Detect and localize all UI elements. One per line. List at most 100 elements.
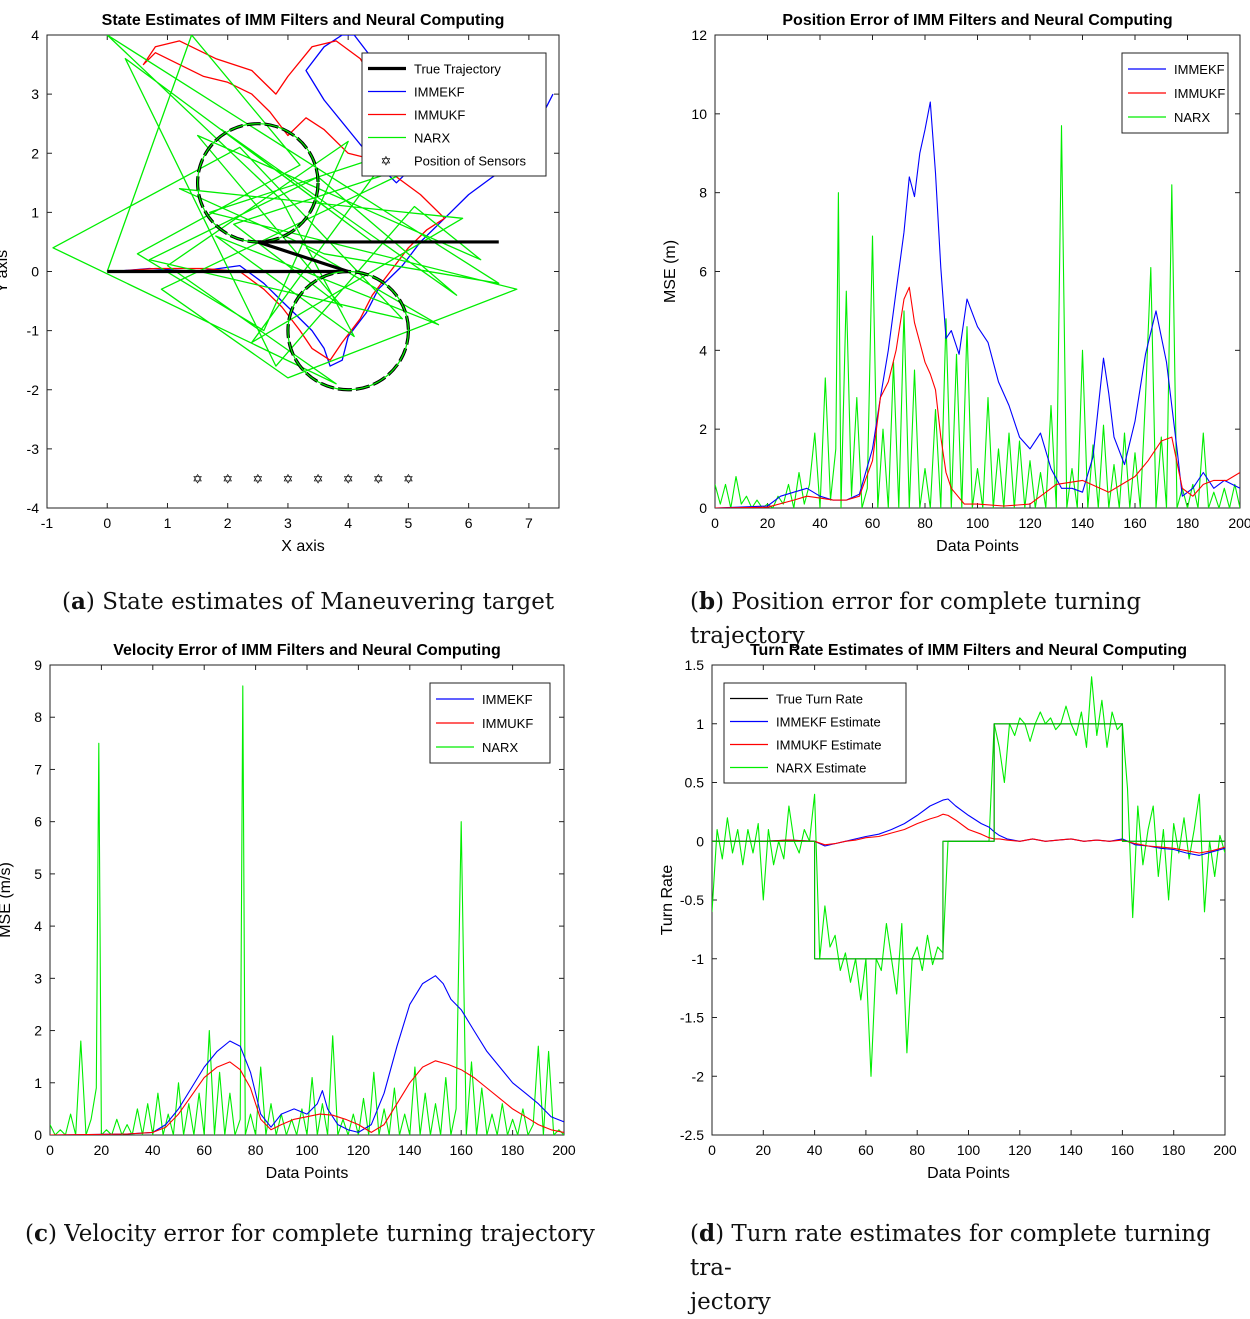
sensor-marker: ✡ bbox=[403, 471, 414, 486]
x-tick-label: 60 bbox=[858, 1142, 874, 1158]
x-tick-label: 40 bbox=[807, 1142, 823, 1158]
x-tick-label: 140 bbox=[398, 1142, 422, 1158]
caption-a: (a) State estimates of Maneuvering targe… bbox=[62, 588, 555, 615]
y-tick-label: 0 bbox=[696, 833, 704, 849]
sensor-marker: ✡ bbox=[373, 471, 384, 486]
y-tick-label: 8 bbox=[34, 709, 42, 725]
y-tick-label: 12 bbox=[691, 27, 707, 43]
legend-label: IMMEKF Estimate bbox=[776, 715, 881, 730]
y-tick-label: 4 bbox=[34, 918, 42, 934]
x-tick-label: 180 bbox=[1176, 515, 1200, 531]
x-tick-label: 3 bbox=[284, 515, 292, 531]
y-tick-label: 1.5 bbox=[685, 657, 705, 673]
x-tick-label: 60 bbox=[865, 515, 881, 531]
x-tick-label: 200 bbox=[1228, 515, 1250, 531]
panel-d: Turn Rate Estimates of IMM Filters and N… bbox=[640, 630, 1250, 1210]
x-tick-label: 1 bbox=[164, 515, 172, 531]
series-immekf bbox=[715, 101, 1240, 508]
x-tick-label: 140 bbox=[1059, 1142, 1083, 1158]
y-axis-label: MSE (m/s) bbox=[0, 862, 14, 938]
y-tick-label: 6 bbox=[34, 814, 42, 830]
y-tick-label: 1 bbox=[31, 204, 39, 220]
x-axis-label: Data Points bbox=[927, 1165, 1010, 1182]
y-tick-label: 0 bbox=[34, 1127, 42, 1143]
x-tick-label: 160 bbox=[1111, 1142, 1135, 1158]
legend-label: NARX bbox=[1174, 110, 1210, 125]
x-tick-label: 20 bbox=[94, 1142, 110, 1158]
legend-label: True Trajectory bbox=[414, 62, 501, 77]
y-tick-label: -1 bbox=[27, 323, 40, 339]
x-tick-label: 0 bbox=[103, 515, 111, 531]
x-tick-label: 180 bbox=[1162, 1142, 1186, 1158]
x-tick-label: 100 bbox=[966, 515, 990, 531]
legend-marker-star: ✡ bbox=[381, 154, 392, 169]
y-tick-label: 0.5 bbox=[685, 775, 705, 791]
x-axis-label: Data Points bbox=[936, 538, 1019, 555]
y-tick-label: 9 bbox=[34, 657, 42, 673]
true-trajectory-segment bbox=[257, 240, 349, 274]
series-immekf bbox=[50, 975, 564, 1135]
y-tick-label: 6 bbox=[699, 264, 707, 280]
x-tick-label: 160 bbox=[1123, 515, 1147, 531]
series-narx bbox=[715, 125, 1240, 508]
y-axis-label: MSE (m) bbox=[662, 240, 679, 303]
y-tick-label: 5 bbox=[34, 866, 42, 882]
y-tick-label: 1 bbox=[696, 716, 704, 732]
y-tick-label: 2 bbox=[34, 1023, 42, 1039]
sensor-marker: ✡ bbox=[252, 471, 263, 486]
x-tick-label: 180 bbox=[501, 1142, 525, 1158]
chart-title: Position Error of IMM Filters and Neural… bbox=[782, 12, 1172, 29]
y-tick-label: 0 bbox=[699, 500, 707, 516]
sensor-marker: ✡ bbox=[282, 471, 293, 486]
x-tick-label: 120 bbox=[1018, 515, 1042, 531]
legend-label: NARX bbox=[414, 131, 450, 146]
y-tick-label: -3 bbox=[27, 441, 40, 457]
y-tick-label: -1 bbox=[692, 951, 705, 967]
x-tick-label: 40 bbox=[812, 515, 828, 531]
series-immukf bbox=[715, 286, 1240, 508]
x-tick-label: 80 bbox=[917, 515, 933, 531]
sensor-marker: ✡ bbox=[313, 471, 324, 486]
y-tick-label: -2.5 bbox=[680, 1127, 704, 1143]
x-axis-label: X axis bbox=[281, 538, 325, 555]
y-tick-label: -2 bbox=[692, 1068, 705, 1084]
y-tick-label: 3 bbox=[31, 86, 39, 102]
x-tick-label: -1 bbox=[41, 515, 54, 531]
x-tick-label: 0 bbox=[711, 515, 719, 531]
legend-label: NARX Estimate bbox=[776, 761, 866, 776]
legend-label: IMMUKF bbox=[482, 716, 533, 731]
x-tick-label: 0 bbox=[708, 1142, 716, 1158]
chart-title: State Estimates of IMM Filters and Neura… bbox=[102, 12, 505, 29]
legend-label: IMMUKF bbox=[1174, 86, 1225, 101]
x-tick-label: 40 bbox=[145, 1142, 161, 1158]
y-tick-label: -0.5 bbox=[680, 892, 704, 908]
x-tick-label: 5 bbox=[405, 515, 413, 531]
x-tick-label: 0 bbox=[46, 1142, 54, 1158]
chart-velocity-error: Velocity Error of IMM Filters and Neural… bbox=[0, 642, 576, 1182]
legend-label: NARX bbox=[482, 740, 518, 755]
caption-c: (c) Velocity error for complete turning … bbox=[25, 1220, 595, 1247]
x-tick-label: 100 bbox=[295, 1142, 319, 1158]
y-tick-label: 2 bbox=[31, 145, 39, 161]
x-tick-label: 80 bbox=[909, 1142, 925, 1158]
sensor-marker: ✡ bbox=[343, 471, 354, 486]
x-tick-label: 2 bbox=[224, 515, 232, 531]
x-tick-label: 20 bbox=[760, 515, 776, 531]
x-axis-label: Data Points bbox=[266, 1165, 349, 1182]
chart-title: Turn Rate Estimates of IMM Filters and N… bbox=[750, 642, 1187, 659]
legend-label: Position of Sensors bbox=[414, 154, 527, 169]
y-tick-label: -4 bbox=[27, 500, 40, 516]
series-true-turn-rate-overlay bbox=[712, 723, 1225, 960]
y-tick-label: 4 bbox=[699, 342, 707, 358]
x-tick-label: 140 bbox=[1071, 515, 1095, 531]
x-tick-label: 200 bbox=[552, 1142, 576, 1158]
y-tick-label: 8 bbox=[699, 185, 707, 201]
legend-box bbox=[723, 682, 907, 784]
legend-label: IMMEKF bbox=[414, 85, 465, 100]
series-narx bbox=[50, 685, 564, 1135]
legend-label: IMMEKF bbox=[482, 692, 533, 707]
x-tick-label: 6 bbox=[465, 515, 473, 531]
x-tick-label: 7 bbox=[525, 515, 533, 531]
series-immekf bbox=[712, 798, 1225, 856]
caption-b: (b) Position error for complete turning … bbox=[690, 588, 1142, 649]
